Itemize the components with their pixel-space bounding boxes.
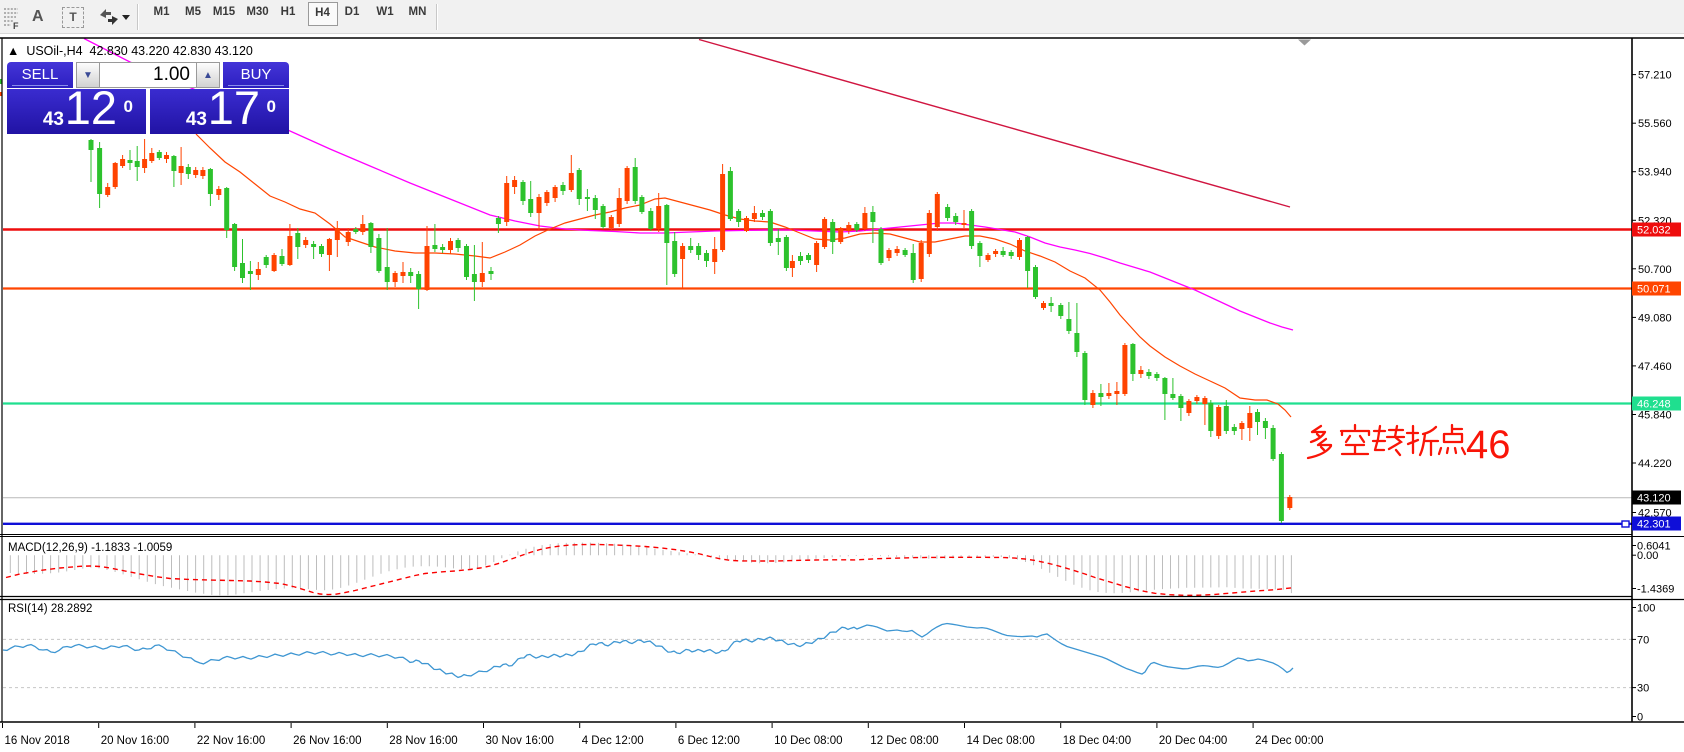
svg-text:RSI(14) 28.2892: RSI(14) 28.2892 bbox=[8, 603, 92, 615]
svg-text:52.032: 52.032 bbox=[1637, 225, 1671, 237]
svg-text:20 Nov 16:00: 20 Nov 16:00 bbox=[101, 735, 169, 747]
svg-text:0: 0 bbox=[1637, 712, 1643, 724]
svg-text:12 Dec 08:00: 12 Dec 08:00 bbox=[870, 735, 938, 747]
svg-text:46.248: 46.248 bbox=[1637, 399, 1671, 411]
svg-text:0.6041: 0.6041 bbox=[1637, 541, 1671, 553]
svg-text:30: 30 bbox=[1637, 683, 1649, 695]
svg-text:43.120: 43.120 bbox=[1637, 493, 1671, 505]
svg-text:49.080: 49.080 bbox=[1638, 312, 1672, 324]
svg-text:42.301: 42.301 bbox=[1637, 519, 1671, 531]
svg-text:24 Dec 00:00: 24 Dec 00:00 bbox=[1255, 735, 1323, 747]
svg-text:45.840: 45.840 bbox=[1638, 410, 1672, 422]
svg-text:70: 70 bbox=[1637, 634, 1649, 646]
svg-text:28 Nov 16:00: 28 Nov 16:00 bbox=[389, 735, 457, 747]
svg-text:100: 100 bbox=[1637, 603, 1655, 615]
svg-text:47.460: 47.460 bbox=[1638, 361, 1672, 373]
svg-text:MACD(12,26,9) -1.1833 -1.0059: MACD(12,26,9) -1.1833 -1.0059 bbox=[8, 542, 172, 554]
svg-text:46: 46 bbox=[1466, 423, 1511, 467]
svg-text:26 Nov 16:00: 26 Nov 16:00 bbox=[293, 735, 361, 747]
svg-text:10 Dec 08:00: 10 Dec 08:00 bbox=[774, 735, 842, 747]
svg-text:22 Nov 16:00: 22 Nov 16:00 bbox=[197, 735, 265, 747]
svg-text:53.940: 53.940 bbox=[1638, 167, 1672, 179]
svg-text:57.210: 57.210 bbox=[1638, 70, 1672, 82]
svg-text:14 Dec 08:00: 14 Dec 08:00 bbox=[967, 735, 1035, 747]
svg-text:-1.4369: -1.4369 bbox=[1637, 584, 1674, 596]
svg-text:20 Dec 04:00: 20 Dec 04:00 bbox=[1159, 735, 1227, 747]
svg-text:50.071: 50.071 bbox=[1637, 284, 1671, 296]
svg-text:30 Nov 16:00: 30 Nov 16:00 bbox=[486, 735, 554, 747]
svg-text:0.00: 0.00 bbox=[1637, 550, 1658, 562]
svg-text:44.220: 44.220 bbox=[1638, 458, 1672, 470]
svg-text:4 Dec 12:00: 4 Dec 12:00 bbox=[582, 735, 644, 747]
svg-text:50.700: 50.700 bbox=[1638, 264, 1672, 276]
svg-text:18 Dec 04:00: 18 Dec 04:00 bbox=[1063, 735, 1131, 747]
svg-text:F: F bbox=[13, 21, 19, 30]
svg-text:55.560: 55.560 bbox=[1638, 118, 1672, 130]
svg-text:6 Dec 12:00: 6 Dec 12:00 bbox=[678, 735, 740, 747]
svg-text:16 Nov 2018: 16 Nov 2018 bbox=[5, 735, 70, 747]
